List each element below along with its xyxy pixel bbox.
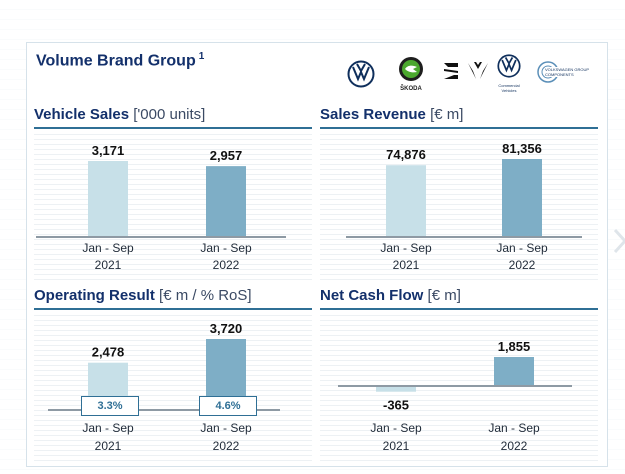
sales-revenue-rule [320, 127, 598, 129]
page-title-text: Volume Brand Group [36, 52, 196, 70]
value-label: -365 [383, 398, 409, 413]
category-label: Jan - Sep [380, 241, 432, 255]
sales-revenue-title-text: Sales Revenue [320, 106, 426, 123]
page-title: Volume Brand Group 1 [36, 51, 204, 70]
group-components-caption: VOLKSWAGEN GROUP COMPONENTS [545, 67, 601, 77]
category-label: 2021 [95, 439, 122, 453]
category-label: 2021 [393, 258, 420, 272]
value-label: 81,356 [502, 141, 542, 156]
category-label: 2022 [501, 439, 528, 453]
bar-2022 [494, 357, 534, 386]
bar-2022 [206, 166, 246, 237]
category-label: Jan - Sep [370, 421, 422, 435]
footnote-mark: 1 [198, 51, 205, 62]
vehicle-sales-title-text: Vehicle Sales [34, 106, 130, 123]
category-label: 2022 [213, 439, 240, 453]
value-label: 2,957 [210, 148, 243, 163]
category-label: Jan - Sep [496, 241, 548, 255]
category-label: Jan - Sep [82, 421, 134, 435]
seat-logo-icon [442, 60, 460, 87]
bar-2022 [502, 159, 542, 237]
ros-badge-2021: 3.3% [81, 396, 139, 416]
operating-result-chart: 2,478 Jan - Sep 2021 3,720 Jan - Sep 2022 [48, 321, 280, 453]
value-label: 74,876 [386, 147, 426, 162]
skoda-logo-caption: ŠKODA [400, 86, 422, 92]
operating-result-rule [34, 308, 312, 310]
category-label: 2022 [213, 258, 240, 272]
net-cash-flow-unit: [€ m] [427, 287, 461, 304]
operating-result-title: Operating Result [€ m / % RoS] [34, 287, 252, 304]
skoda-logo-icon: ŠKODA [396, 56, 426, 92]
sales-revenue-panel [320, 130, 598, 280]
operating-result-title-text: Operating Result [34, 287, 155, 304]
vehicle-sales-title: Vehicle Sales ['000 units] [34, 106, 205, 123]
vehicle-sales-chart: 3,171 Jan - Sep 2021 2,957 Jan - Sep 2022 [36, 143, 286, 272]
value-label: 3,171 [92, 143, 125, 158]
category-label: 2021 [383, 439, 410, 453]
bar-2021 [386, 165, 426, 237]
vw-commercial-vehicles-logo-icon: Commercial Vehicles [492, 54, 526, 93]
commercial-vehicles-caption: Commercial Vehicles [498, 83, 520, 93]
category-label: Jan - Sep [200, 421, 252, 435]
category-label: Jan - Sep [200, 241, 252, 255]
net-cash-flow-chart: -365 Jan - Sep 2021 1,855 Jan - Sep 2022 [338, 339, 572, 453]
net-cash-flow-rule [320, 308, 598, 310]
operating-result-unit: [€ m / % RoS] [159, 287, 252, 304]
category-label: 2022 [509, 258, 536, 272]
ros-badge-2022: 4.6% [199, 396, 257, 416]
category-label: Jan - Sep [488, 421, 540, 435]
value-label: 3,720 [210, 321, 243, 336]
bar-2021 [88, 161, 128, 237]
vehicle-sales-unit: ['000 units] [133, 106, 206, 123]
vehicle-sales-rule [34, 127, 312, 129]
vw-logo-icon [347, 60, 375, 93]
net-cash-flow-title: Net Cash Flow [€ m] [320, 287, 461, 304]
sales-revenue-title: Sales Revenue [€ m] [320, 106, 463, 123]
vw-group-components-logo-icon: VOLKSWAGEN GROUP COMPONENTS [537, 61, 601, 83]
operating-result-panel [34, 311, 312, 463]
sales-revenue-unit: [€ m] [430, 106, 464, 123]
cupra-logo-icon [466, 58, 490, 87]
value-label: 2,478 [92, 345, 125, 360]
sales-revenue-chart: 74,876 Jan - Sep 2021 81,356 Jan - Sep 2022 [346, 141, 582, 272]
vehicle-sales-panel [34, 130, 312, 280]
value-label: 1,855 [498, 339, 531, 354]
net-cash-flow-title-text: Net Cash Flow [320, 287, 424, 304]
chevron-right-icon [613, 228, 625, 254]
category-label: 2021 [95, 258, 122, 272]
bar-2021 [376, 386, 416, 392]
category-label: Jan - Sep [82, 241, 134, 255]
